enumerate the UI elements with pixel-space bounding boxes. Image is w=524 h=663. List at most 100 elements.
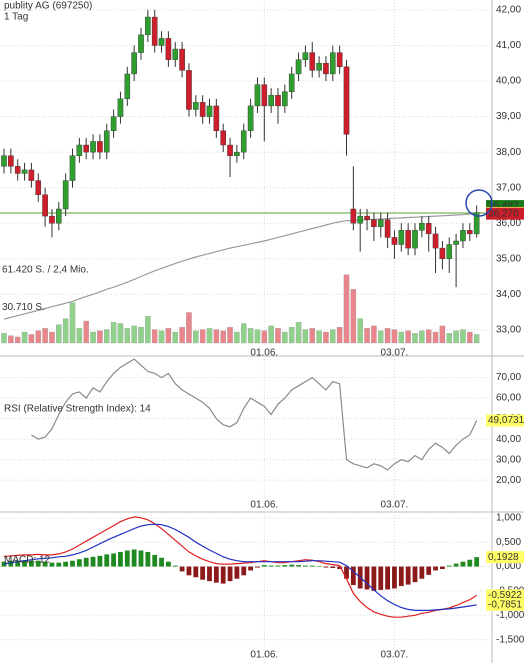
histogram-bar bbox=[90, 556, 96, 567]
volume-bar bbox=[391, 329, 398, 344]
volume-bar bbox=[316, 330, 322, 344]
histogram-bar bbox=[426, 566, 432, 575]
rsi-title: RSI (Relative Strength Index): 14 bbox=[4, 404, 151, 415]
volume-bar bbox=[227, 326, 233, 344]
x-tick-label: 01.06. bbox=[250, 348, 278, 359]
candle-body bbox=[151, 16, 158, 46]
candle-body bbox=[213, 105, 220, 132]
candle-body bbox=[240, 130, 247, 153]
volume-bar bbox=[83, 320, 89, 344]
histogram-bar bbox=[193, 566, 199, 578]
candle-body bbox=[398, 230, 405, 245]
candle-body bbox=[103, 130, 110, 153]
volume-bar bbox=[110, 322, 117, 344]
candle-body bbox=[69, 155, 76, 181]
candle-body bbox=[1, 155, 7, 167]
volume-bar bbox=[282, 331, 288, 344]
volume-bar bbox=[76, 328, 83, 344]
volume-bar bbox=[213, 329, 220, 344]
volume-bar bbox=[419, 330, 425, 344]
histogram-bar bbox=[323, 566, 329, 568]
y-tick-label: 1,000 bbox=[496, 512, 521, 523]
candle-body bbox=[83, 144, 89, 153]
histogram-bar bbox=[111, 553, 116, 567]
candle-body bbox=[316, 63, 322, 71]
volume-bar bbox=[151, 329, 158, 344]
histogram-bar bbox=[392, 566, 397, 589]
volume-bar bbox=[240, 323, 247, 344]
volume-bar bbox=[124, 328, 131, 344]
histogram-bar bbox=[364, 566, 370, 590]
candle-body bbox=[97, 141, 103, 153]
volume-bar bbox=[49, 331, 55, 344]
volume-bar bbox=[412, 333, 418, 344]
histogram-bar bbox=[22, 560, 27, 567]
histogram-bar bbox=[433, 566, 438, 571]
histogram-bar bbox=[70, 560, 75, 567]
candle-body bbox=[323, 63, 329, 75]
candle-body bbox=[186, 70, 192, 110]
candle-body bbox=[49, 215, 55, 224]
candle-body bbox=[62, 180, 69, 210]
value-badge-label: -0,5922 bbox=[488, 590, 522, 601]
y-tick-label: 37,00 bbox=[496, 182, 521, 193]
chart-subtitle: 1 Tag bbox=[4, 12, 28, 23]
volume-bar bbox=[42, 328, 48, 344]
histogram-bar bbox=[29, 560, 34, 567]
histogram-bar bbox=[49, 562, 55, 567]
volume-bar bbox=[275, 328, 281, 344]
volume-bar bbox=[172, 331, 178, 344]
histogram-bar bbox=[152, 554, 158, 567]
candle-body bbox=[309, 52, 316, 71]
histogram-bar bbox=[371, 566, 377, 591]
y-tick-label: 42,00 bbox=[496, 5, 521, 16]
y-tick-label: 0,500 bbox=[496, 537, 521, 548]
candle-body bbox=[21, 169, 28, 174]
value-badge-label: -0,7851 bbox=[488, 599, 522, 610]
candle-body bbox=[467, 230, 473, 235]
candle-body bbox=[90, 141, 96, 153]
volume-bar bbox=[104, 329, 110, 344]
volume-tick-label: 61.420 S. / 2,4 Mio. bbox=[2, 265, 89, 276]
volume-bar bbox=[425, 329, 432, 344]
volume-bar bbox=[8, 335, 14, 344]
histogram-bar bbox=[405, 566, 411, 585]
volume-bar bbox=[261, 330, 268, 344]
volume-bar bbox=[460, 329, 466, 344]
volume-bar bbox=[28, 334, 35, 344]
volume-bar bbox=[234, 331, 240, 344]
histogram-bar bbox=[104, 554, 110, 567]
x-tick-label: 01.06. bbox=[250, 500, 278, 511]
histogram-bar bbox=[63, 561, 69, 567]
histogram-bar bbox=[248, 566, 253, 571]
histogram-bar bbox=[1, 561, 7, 567]
candle-body bbox=[179, 48, 185, 71]
volume-bar bbox=[336, 326, 343, 344]
candle-body bbox=[364, 215, 370, 220]
histogram-bar bbox=[268, 565, 274, 567]
histogram-bar bbox=[207, 566, 212, 582]
histogram-bar bbox=[275, 565, 281, 567]
volume-bar bbox=[364, 328, 370, 344]
candle-body bbox=[172, 48, 179, 60]
macd-title: MACD: 12 bbox=[4, 555, 51, 566]
candle-body bbox=[145, 16, 151, 36]
value-badge bbox=[486, 207, 524, 220]
value-badge-label: 49,0731 bbox=[488, 415, 524, 426]
candle-body bbox=[446, 244, 453, 259]
volume-bar bbox=[56, 324, 62, 344]
candle-body bbox=[110, 116, 117, 132]
candle-body bbox=[460, 230, 466, 242]
value-badge-label: 36,482 bbox=[488, 201, 519, 212]
volume-bar bbox=[295, 322, 302, 344]
candle-body bbox=[206, 105, 213, 117]
histogram-bar bbox=[200, 566, 206, 580]
histogram-bar bbox=[419, 566, 425, 579]
candle-body bbox=[254, 84, 261, 107]
histogram-bar bbox=[186, 566, 192, 576]
y-tick-label: 41,00 bbox=[496, 40, 521, 51]
volume-bar bbox=[405, 330, 411, 344]
value-badge bbox=[486, 551, 524, 564]
volume-bar bbox=[62, 318, 69, 344]
